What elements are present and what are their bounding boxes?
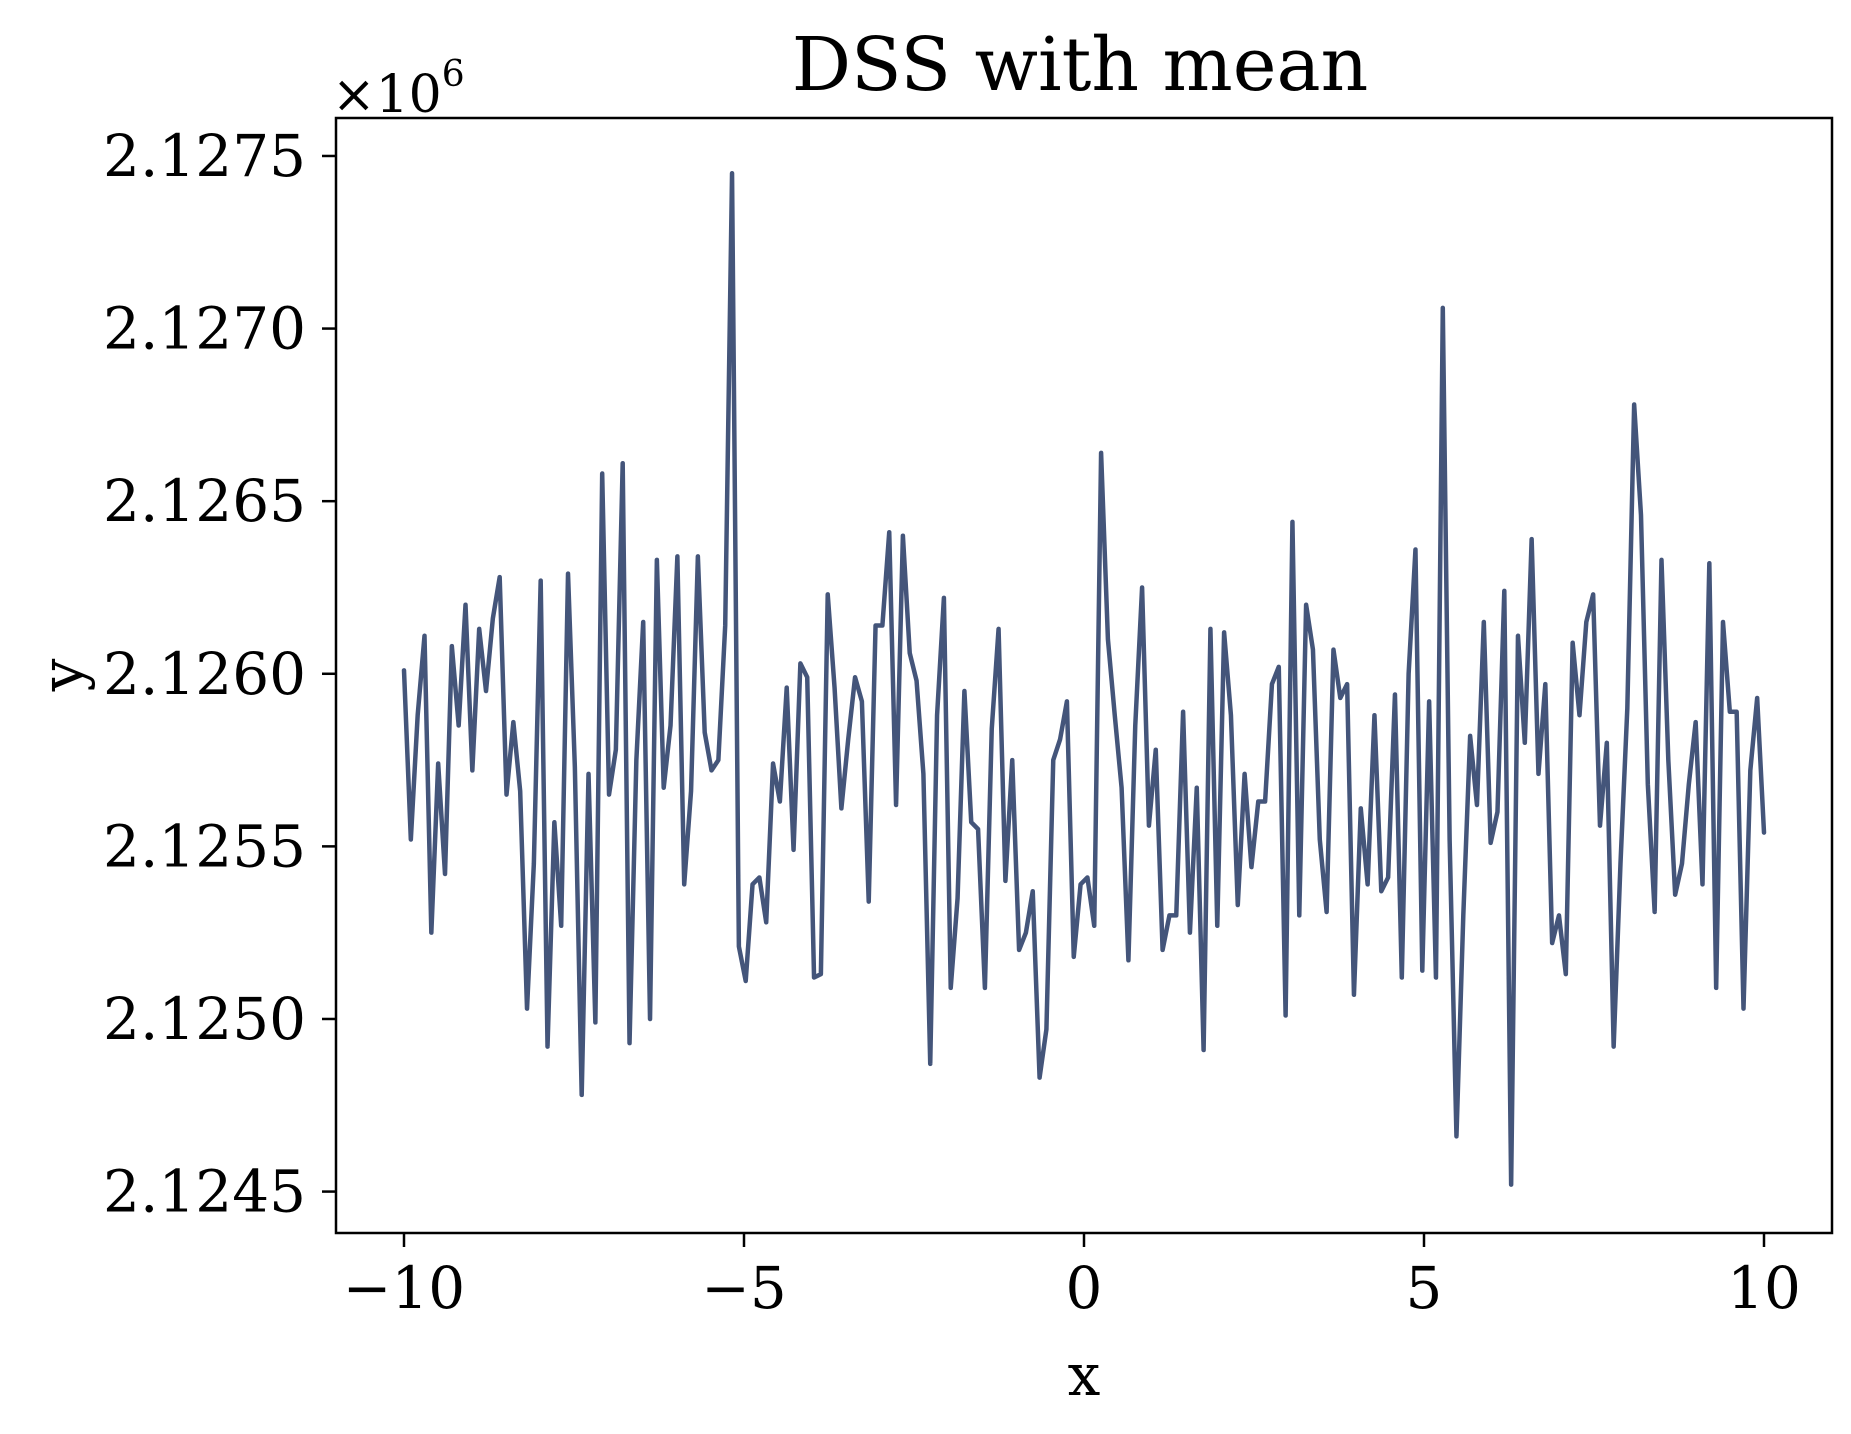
x-axis-label: x xyxy=(1068,1341,1101,1409)
x-tick-label: 5 xyxy=(1406,1254,1443,1322)
y-tick-label: 2.1275 xyxy=(103,122,306,190)
y-offset-text: ×106 xyxy=(332,54,465,125)
y-tick-label: 2.1260 xyxy=(103,640,306,708)
chart-title: DSS with mean xyxy=(792,22,1369,108)
x-tick-label: −5 xyxy=(701,1254,787,1322)
y-axis-label: y xyxy=(28,658,96,692)
y-tick-label: 2.1245 xyxy=(103,1158,306,1226)
y-axis-ticks: 2.1245 2.1250 2.1255 2.1260 2.1265 2.1270 2.12… xyxy=(103,122,336,1226)
y-tick-label: 2.1250 xyxy=(103,985,306,1053)
x-tick-label: 10 xyxy=(1727,1254,1801,1322)
x-tick-label: −10 xyxy=(343,1254,465,1322)
y-tick-label: 2.1270 xyxy=(103,295,306,363)
y-tick-label: 2.1255 xyxy=(103,812,306,880)
x-tick-label: 0 xyxy=(1066,1254,1103,1322)
y-offset-base: ×10 xyxy=(332,65,442,125)
plot-area-frame xyxy=(334,116,1834,1235)
x-axis-ticks: −10 −5 0 5 10 xyxy=(343,1233,1801,1322)
data-series-line xyxy=(401,170,1767,1187)
y-offset-exponent: 6 xyxy=(442,54,465,95)
y-tick-label: 2.1265 xyxy=(103,467,306,535)
